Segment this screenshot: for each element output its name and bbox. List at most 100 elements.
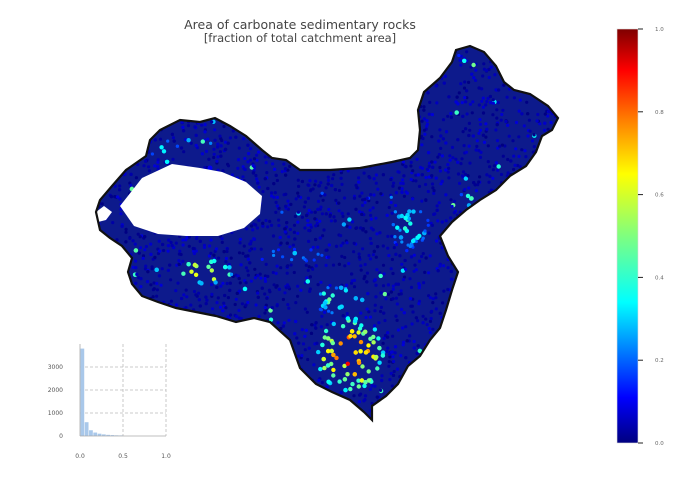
sample-point — [526, 255, 531, 259]
sample-point — [253, 58, 258, 62]
sample-point — [216, 40, 219, 43]
sample-point — [94, 39, 97, 42]
sample-point — [308, 106, 312, 110]
sample-point — [559, 246, 562, 249]
sample-point — [279, 415, 283, 419]
sample-point — [538, 181, 542, 186]
sample-point — [123, 324, 127, 328]
sample-point — [96, 105, 97, 109]
sample-point — [174, 289, 178, 293]
sample-point — [90, 320, 93, 323]
sample-point — [263, 327, 267, 332]
sample-point — [226, 43, 229, 46]
sample-point — [296, 158, 300, 162]
sample-point — [467, 133, 471, 138]
sample-point — [138, 359, 142, 363]
sample-point — [146, 46, 150, 48]
sample-point — [499, 314, 503, 318]
sample-point — [414, 46, 418, 50]
sample-point — [412, 423, 415, 426]
sample-point — [362, 147, 366, 151]
sample-point — [254, 303, 258, 307]
sample-point — [518, 323, 522, 328]
sample-point — [465, 363, 469, 367]
sample-point — [347, 262, 351, 266]
sample-point — [236, 40, 239, 43]
sample-point — [228, 57, 232, 61]
sample-point — [275, 406, 279, 410]
sample-point — [303, 200, 307, 204]
sample-point — [141, 128, 145, 132]
sample-point — [101, 382, 105, 386]
sample-point — [260, 54, 264, 58]
sample-point — [155, 391, 159, 396]
sample-point — [549, 140, 553, 144]
sample-point — [366, 369, 371, 374]
sample-point — [400, 307, 404, 311]
sample-point — [328, 137, 332, 141]
sample-point — [534, 49, 538, 54]
sample-point — [181, 125, 185, 129]
sample-point — [532, 303, 536, 307]
sample-point — [372, 113, 377, 117]
sample-point — [553, 257, 557, 261]
sample-point — [122, 299, 126, 303]
sample-point — [301, 96, 305, 100]
sample-point — [339, 101, 343, 105]
sample-point — [537, 371, 542, 375]
sample-point — [268, 134, 272, 138]
sample-point — [174, 241, 178, 245]
sample-point — [446, 163, 450, 167]
sample-point — [395, 108, 399, 112]
sample-point — [481, 96, 485, 100]
sample-point — [465, 325, 469, 329]
sample-point — [478, 253, 482, 257]
sample-point — [276, 248, 281, 252]
sample-point — [90, 124, 93, 127]
sample-point — [207, 101, 211, 105]
sample-point — [255, 100, 260, 104]
sample-point — [536, 181, 540, 185]
sample-point — [504, 388, 508, 392]
sample-point — [469, 349, 473, 353]
sample-point — [340, 324, 346, 329]
sample-point — [546, 344, 550, 348]
sample-point — [433, 160, 437, 164]
sample-point — [361, 108, 365, 112]
sample-point — [473, 250, 477, 254]
sample-point — [458, 386, 462, 390]
sample-point — [548, 71, 552, 75]
sample-point — [288, 46, 292, 49]
sample-point — [111, 331, 115, 335]
sample-point — [168, 375, 172, 379]
sample-point — [553, 40, 556, 43]
sample-point — [114, 417, 118, 420]
sample-point — [538, 388, 542, 393]
sample-point — [101, 97, 105, 101]
sample-point — [372, 193, 376, 197]
sample-point — [221, 281, 225, 285]
sample-point — [244, 266, 248, 270]
sample-point — [233, 76, 237, 80]
sample-point — [205, 298, 209, 302]
sample-point — [556, 387, 558, 391]
sample-point — [514, 48, 518, 52]
sample-point — [185, 347, 189, 351]
sample-point — [210, 398, 214, 403]
sample-point — [341, 58, 345, 63]
sample-point — [224, 88, 229, 93]
sample-point — [220, 361, 224, 365]
sample-point — [118, 415, 122, 419]
sample-point — [527, 46, 531, 47]
sample-point — [163, 66, 167, 70]
sample-point — [400, 85, 404, 90]
sample-point — [561, 192, 564, 195]
sample-point — [266, 120, 270, 124]
sample-point — [552, 41, 555, 44]
sample-point — [162, 59, 167, 63]
sample-point — [468, 353, 472, 357]
sample-point — [487, 327, 491, 331]
sample-point — [412, 88, 417, 92]
sample-point — [154, 415, 158, 419]
sample-point — [527, 75, 531, 79]
